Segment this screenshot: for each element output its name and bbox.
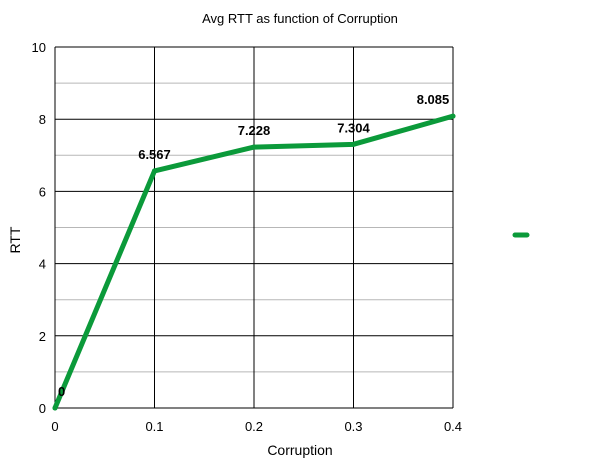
data-label: 6.567 xyxy=(138,147,171,162)
data-label: 7.304 xyxy=(337,120,370,135)
x-tick-label: 0.1 xyxy=(145,419,163,434)
y-tick-label: 6 xyxy=(39,184,46,199)
tick-labels: 0 2 4 6 8 10 0 0.1 0.2 0.3 0.4 xyxy=(32,40,463,434)
chart-title: Avg RTT as function of Corruption xyxy=(202,11,398,26)
x-tick-label: 0 xyxy=(51,419,58,434)
y-tick-label: 2 xyxy=(39,329,46,344)
data-point xyxy=(52,405,58,411)
x-tick-label: 0.3 xyxy=(344,419,362,434)
x-axis-label: Corruption xyxy=(267,442,332,458)
y-tick-label: 8 xyxy=(39,112,46,127)
grid xyxy=(55,46,454,408)
axes xyxy=(54,47,453,409)
data-label: 8.085 xyxy=(417,92,450,107)
x-tick-label: 0.2 xyxy=(245,419,263,434)
y-axis-label: RTT xyxy=(7,226,23,253)
y-tick-label: 4 xyxy=(39,257,46,272)
data-label: 7.228 xyxy=(238,123,271,138)
data-point xyxy=(351,141,356,147)
series-layer xyxy=(52,113,456,411)
y-tick-label: 0 xyxy=(39,401,46,416)
data-label: 0 xyxy=(58,384,65,399)
data-labels: 0 6.567 7.228 7.304 8.085 xyxy=(58,92,449,399)
x-tick-label: 0.4 xyxy=(444,419,462,434)
data-point xyxy=(152,168,157,174)
data-point xyxy=(251,144,257,150)
y-tick-label: 10 xyxy=(32,40,46,55)
data-point xyxy=(450,113,456,119)
